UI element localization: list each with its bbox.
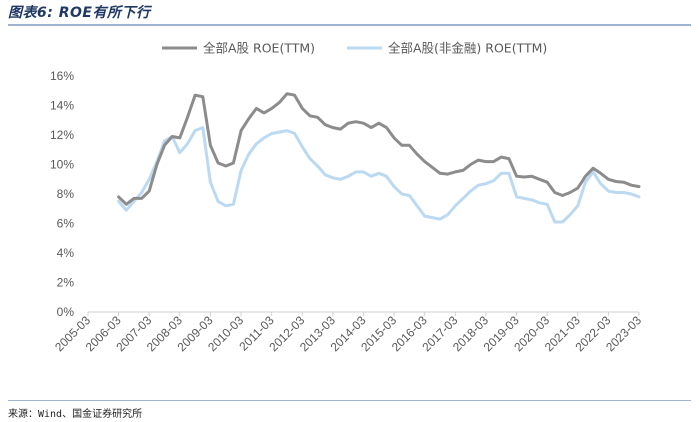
title-rule bbox=[8, 24, 691, 26]
roe-line-chart: 全部A股 ROE(TTM) 全部A股(非金融) ROE(TTM) 0% 2% 4% 6… bbox=[50, 41, 644, 355]
plot-area bbox=[117, 92, 641, 224]
y-tick-label: 6% bbox=[57, 217, 75, 231]
legend-label-non-financial: 全部A股(非金融) ROE(TTM) bbox=[388, 41, 547, 56]
y-tick-label: 0% bbox=[57, 305, 75, 319]
legend-label-all-a: 全部A股 ROE(TTM) bbox=[203, 41, 315, 56]
series-line-all-a bbox=[117, 92, 641, 206]
y-tick-label: 10% bbox=[50, 158, 74, 172]
y-tick-label: 14% bbox=[50, 99, 74, 113]
series-line-non-financial bbox=[117, 126, 641, 224]
footer-rule bbox=[8, 400, 691, 401]
figure-title: 图表6: ROE有所下行 bbox=[8, 5, 151, 21]
y-tick-label: 16% bbox=[50, 69, 74, 83]
y-tick-label: 2% bbox=[57, 276, 75, 290]
y-tick-label: 4% bbox=[57, 246, 75, 260]
source-note: 来源：Wind、国金证券研究所 bbox=[8, 409, 143, 420]
y-tick-label: 12% bbox=[50, 128, 74, 142]
legend: 全部A股 ROE(TTM) 全部A股(非金融) ROE(TTM) bbox=[162, 41, 547, 56]
axes: 0%2%4%6%8%10%12%14%16%2005-032006-032007… bbox=[50, 69, 644, 354]
y-tick-label: 8% bbox=[57, 187, 75, 201]
